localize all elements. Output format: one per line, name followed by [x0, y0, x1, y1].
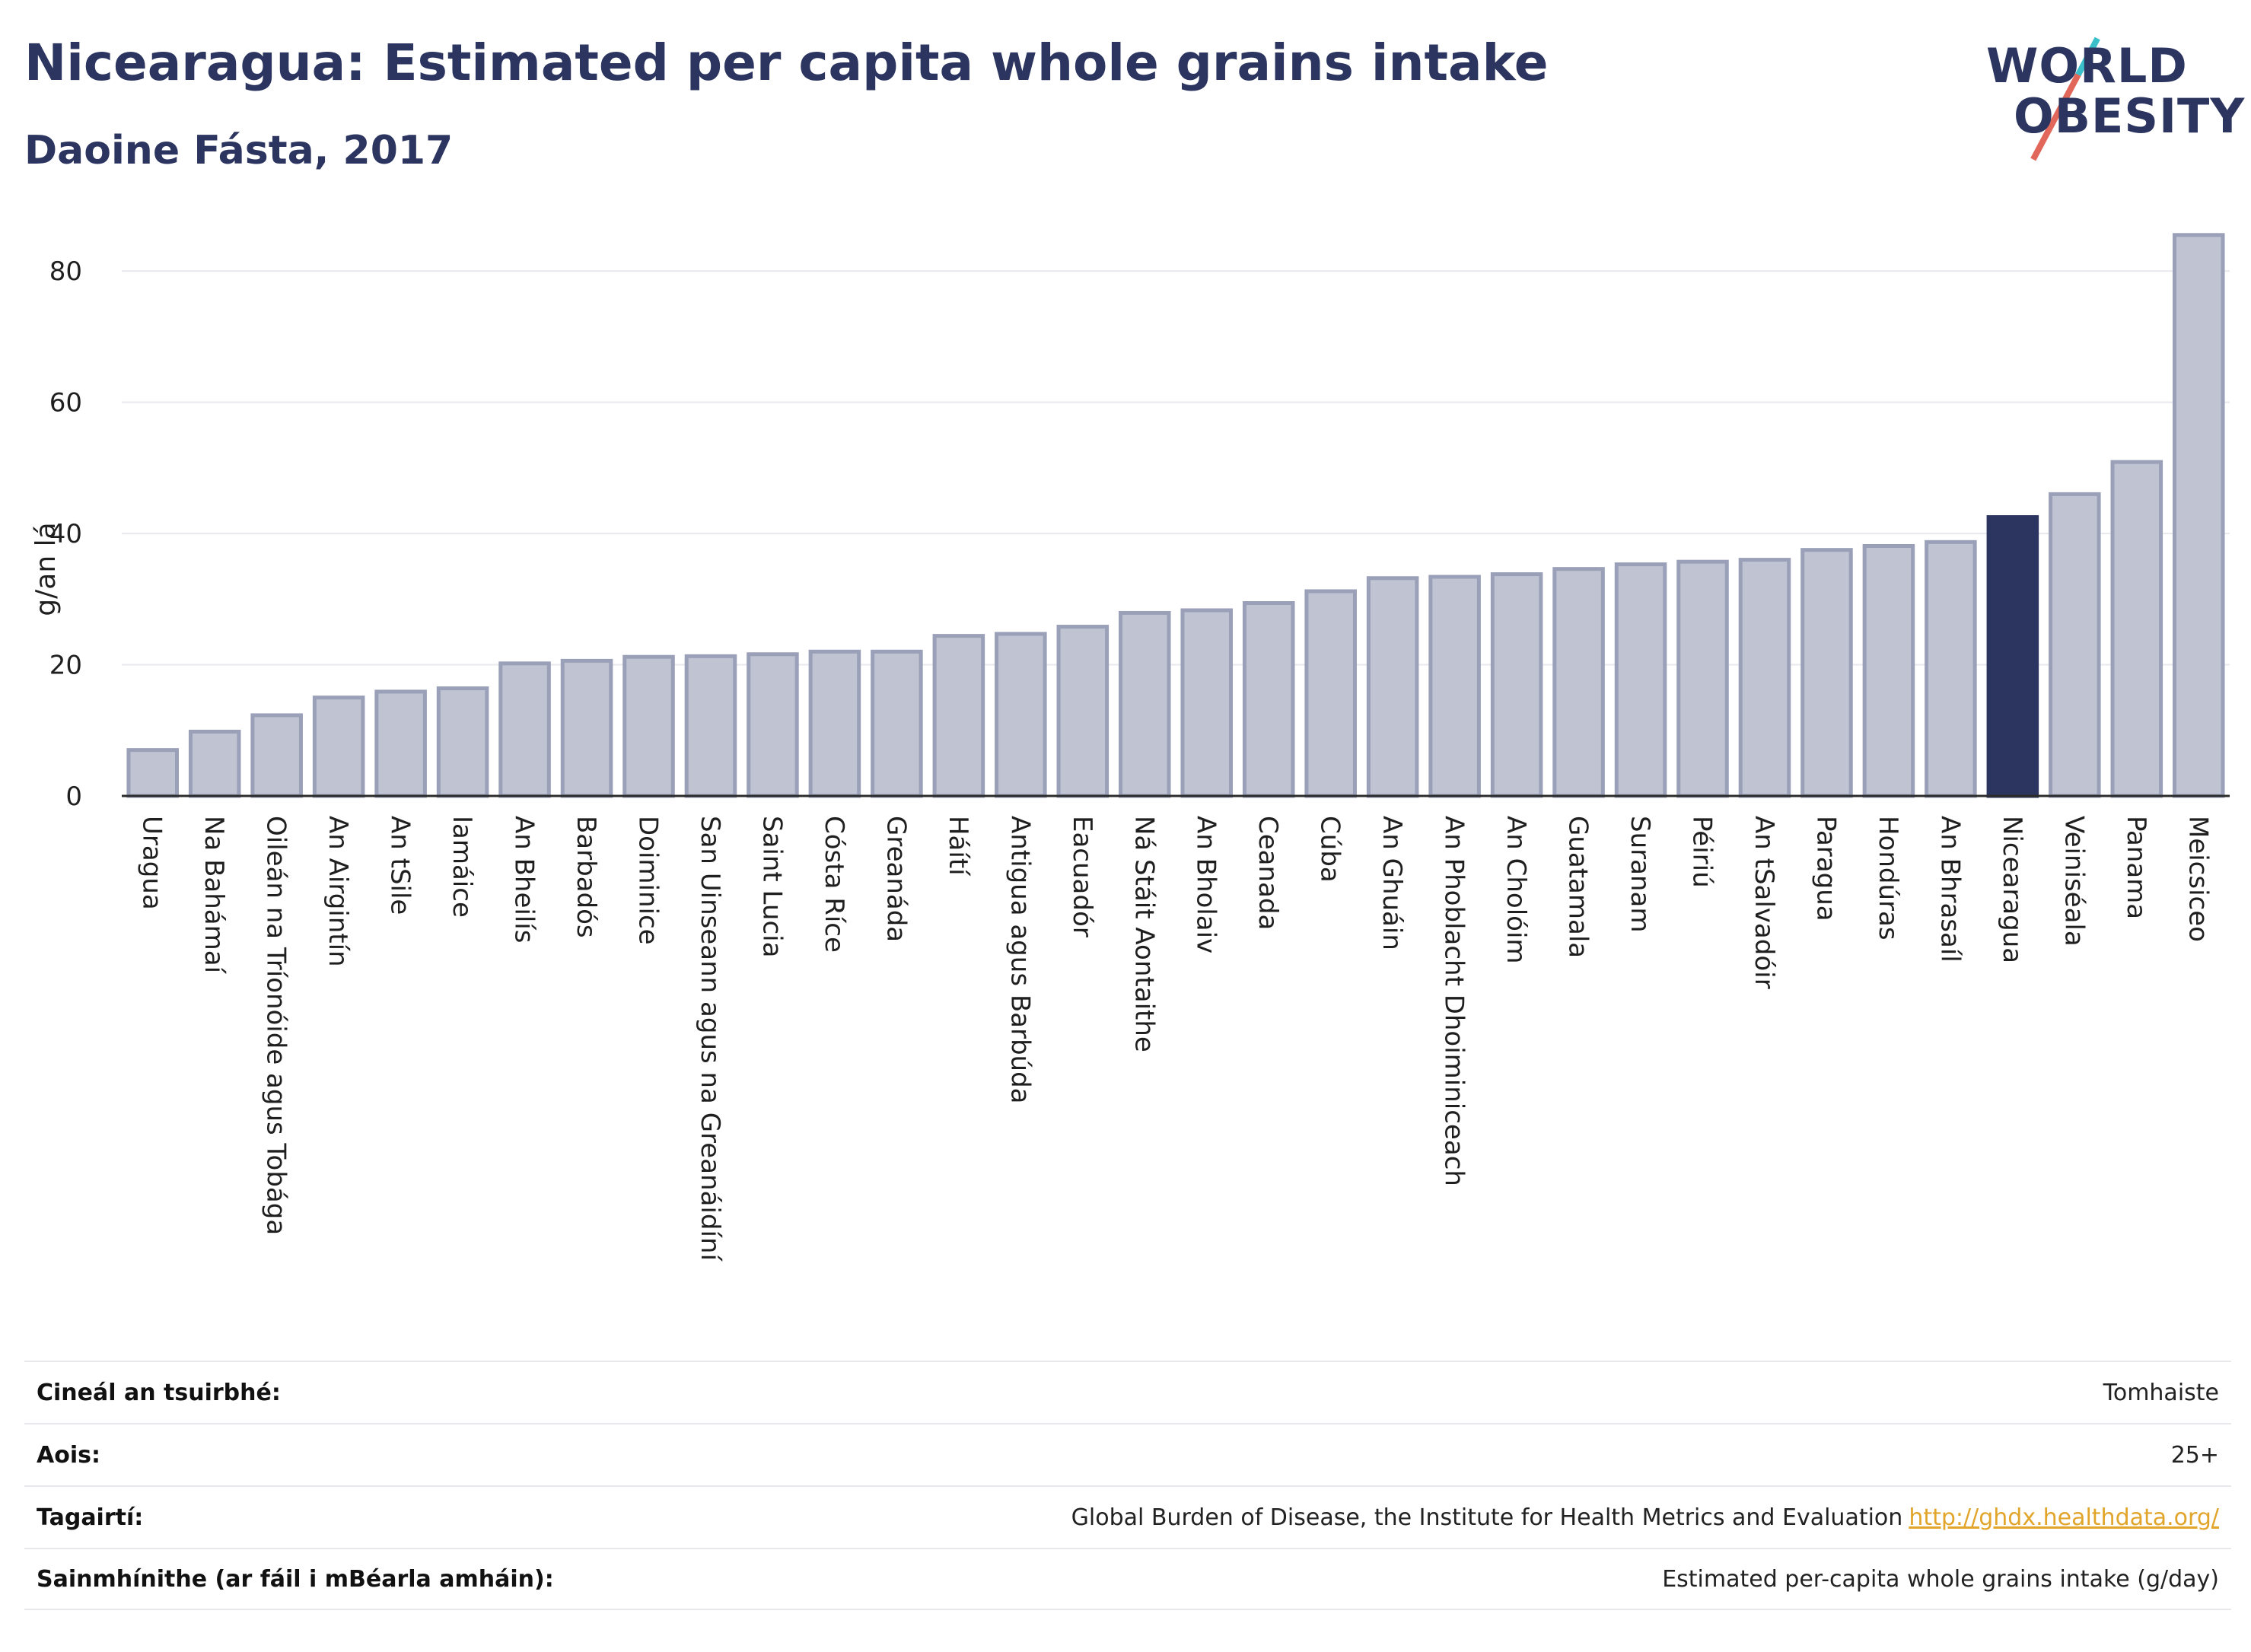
x-tick-label: Guatamala: [1563, 816, 1594, 958]
x-tick-label: Nicearagua: [1997, 816, 2027, 963]
x-tick-label: An tSile: [385, 816, 415, 915]
bar: [1738, 558, 1791, 798]
bar: [1862, 543, 1915, 798]
x-tick-label: Paragua: [1810, 816, 1841, 921]
reference-link[interactable]: http://ghdx.healthdata.org/: [1909, 1504, 2219, 1531]
bar: [1800, 548, 1853, 798]
x-tick-label: An Bhrasaíl: [1934, 816, 1965, 963]
logo-word-2: OBESITY: [2014, 88, 2246, 144]
logo-word-1: WORLD: [1986, 38, 2188, 94]
x-tick-label: Cúba: [1315, 816, 1345, 883]
bar: [436, 686, 489, 798]
bar: [1056, 625, 1110, 798]
bar: [126, 748, 180, 798]
bar: [1242, 601, 1295, 798]
footer-label: Tagairtí:: [37, 1504, 144, 1531]
x-tick-label: An Ghuáin: [1377, 816, 1407, 950]
chart-title: Nicearagua: Estimated per capita whole g…: [24, 33, 1549, 92]
bar: [1428, 575, 1481, 798]
bar: [250, 713, 303, 798]
footer-label: Sainmhínithe (ar fáil i mBéarla amháin):: [37, 1565, 554, 1593]
x-tick-label: Panama: [2121, 816, 2151, 919]
x-tick-label: Háítí: [943, 816, 973, 877]
bar: [684, 654, 737, 798]
y-tick-label: 40: [49, 519, 82, 549]
bar: [995, 632, 1047, 798]
footer-row-references: Tagairtí: Global Burden of Disease, the …: [24, 1485, 2231, 1548]
bar: [871, 649, 923, 798]
bar: [2172, 233, 2225, 798]
x-tick-label: Cósta Ríce: [819, 816, 849, 953]
y-tick-label: 80: [49, 256, 82, 287]
x-tick-label: Greanáda: [880, 816, 911, 942]
y-tick-label: 0: [65, 781, 82, 812]
x-tick-label: Meicsiceo: [2183, 816, 2213, 942]
bar: [1614, 562, 1667, 798]
bar: [2049, 492, 2101, 798]
bar: [498, 661, 551, 798]
x-tick-label: Saint Lucia: [756, 816, 787, 957]
bar: [1925, 540, 1977, 798]
x-tick-label: Uragua: [137, 816, 167, 910]
bar: [808, 649, 861, 798]
bar: [932, 634, 985, 798]
metadata-table: Cineál an tsuirbhé: Tomhaiste Aois: 25+ …: [24, 1361, 2231, 1610]
x-tick-label: An Phoblacht Dhoiminiceach: [1439, 816, 1469, 1186]
x-tick-label: An Bholaiv: [1191, 816, 1221, 953]
footer-value: 25+: [2170, 1441, 2219, 1469]
x-tick-label: Ná Stáit Aontaithe: [1129, 816, 1159, 1052]
chart-subtitle: Daoine Fásta, 2017: [24, 128, 454, 173]
footer-row-definitions: Sainmhínithe (ar fáil i mBéarla amháin):…: [24, 1548, 2231, 1610]
footer-value: Estimated per-capita whole grains intake…: [1662, 1565, 2219, 1593]
x-tick-label: San Uinseann agus na Greanáidíní: [695, 816, 725, 1262]
footer-value: Tomhaiste: [2103, 1379, 2219, 1406]
bar-chart: 0 20 40 60 80 g/an lá Uragua Na Bahámaí Oileán n…: [30, 233, 2230, 1262]
x-tick-label: An tSalvadóir: [1749, 816, 1779, 989]
y-tick-label: 60: [49, 388, 82, 419]
bar: [1552, 567, 1605, 798]
x-tick-label: Oileán na Tríonóide agus Tobága: [261, 816, 291, 1235]
x-tick-label: An Cholóim: [1501, 816, 1531, 964]
footer-value-wrap: Global Burden of Disease, the Institute …: [1071, 1504, 2219, 1531]
x-tick-label: Hondúras: [1873, 816, 1903, 941]
bar: [312, 695, 365, 798]
x-tick-label: An Bheilís: [509, 816, 540, 943]
footer-value: Global Burden of Disease, the Institute …: [1071, 1504, 1903, 1531]
y-tick-label: 20: [49, 651, 82, 681]
x-tick-label: Barbadós: [571, 816, 601, 938]
x-tick-label: An Airgintín: [323, 816, 353, 967]
bar: [1366, 576, 1419, 798]
x-tick-label: Péiriú: [1687, 816, 1718, 888]
bar: [560, 658, 613, 798]
x-tick-label: Doiminice: [633, 816, 664, 945]
footer-label: Aois:: [37, 1441, 100, 1469]
x-tick-label: Veiniséala: [2058, 816, 2089, 947]
footer-label: Cineál an tsuirbhé:: [37, 1379, 281, 1406]
x-tick-label: Antigua agus Barbúda: [1005, 816, 1035, 1104]
footer-row-age: Aois: 25+: [24, 1423, 2231, 1485]
y-axis-label: g/an lá: [30, 522, 62, 616]
x-tick-label: Eacuadór: [1067, 816, 1097, 937]
bar: [1676, 559, 1729, 798]
bar: [1986, 515, 2039, 798]
bar: [1490, 572, 1543, 798]
bar: [1304, 589, 1357, 798]
x-tick-label: Iamáice: [447, 816, 477, 918]
x-tick-label: Ceanada: [1253, 816, 1283, 930]
footer-row-survey-type: Cineál an tsuirbhé: Tomhaiste: [24, 1361, 2231, 1423]
bar: [747, 652, 799, 798]
bar: [188, 730, 241, 798]
x-tick-label: Na Bahámaí: [199, 816, 229, 975]
bar: [1118, 610, 1171, 798]
bar: [374, 689, 427, 798]
x-tick-label: Suranam: [1625, 816, 1655, 932]
bar: [622, 654, 675, 798]
world-obesity-logo: WORLD OBESITY: [1986, 37, 2244, 161]
bar: [1180, 608, 1234, 798]
bar: [2110, 460, 2163, 798]
